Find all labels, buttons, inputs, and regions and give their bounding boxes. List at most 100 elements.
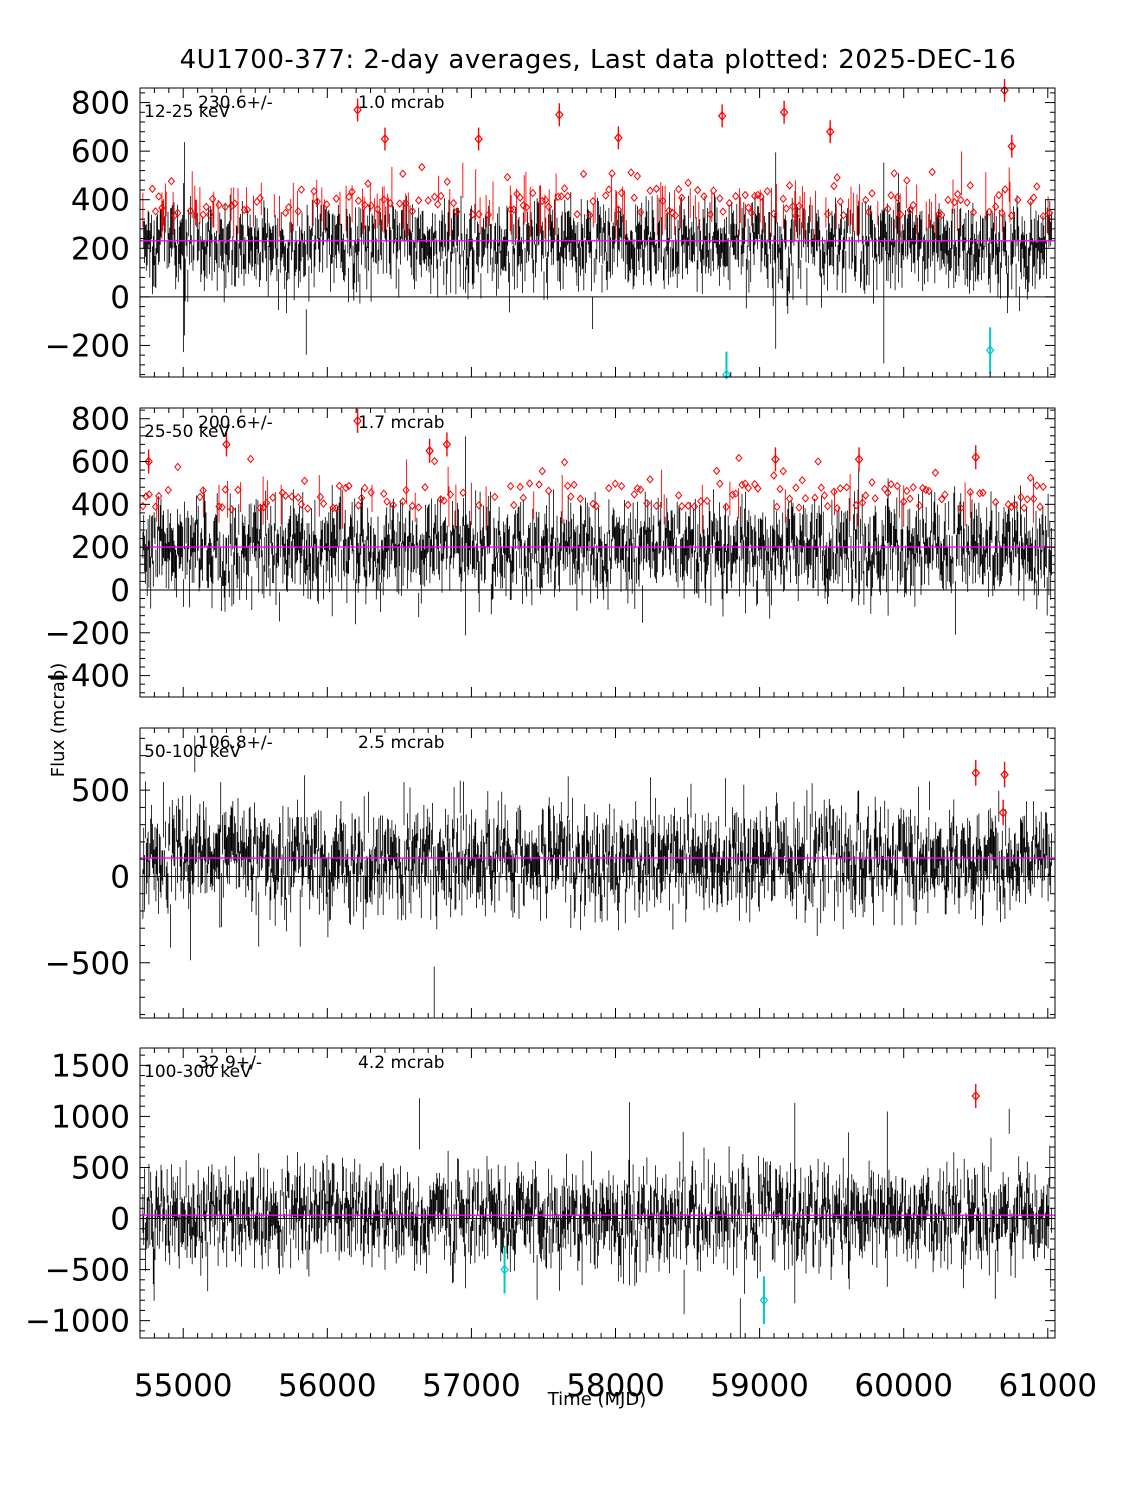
low-point xyxy=(985,345,995,356)
high-point xyxy=(142,492,150,501)
highlight-point xyxy=(353,104,362,115)
high-point xyxy=(938,210,946,220)
high-point xyxy=(1020,503,1028,513)
high-point xyxy=(770,209,778,219)
high-point xyxy=(174,462,182,472)
highlight-point xyxy=(771,454,780,465)
high-point xyxy=(367,488,375,497)
panel-frame xyxy=(139,407,1056,698)
high-point xyxy=(418,162,426,172)
high-point xyxy=(589,197,597,206)
high-point xyxy=(732,489,740,498)
high-point xyxy=(345,481,353,491)
data-points-4 xyxy=(142,1098,1052,1338)
high-point xyxy=(963,198,971,207)
high-point xyxy=(281,491,290,501)
high-point xyxy=(196,492,204,502)
high-point xyxy=(415,196,423,205)
high-point xyxy=(646,475,654,484)
high-point xyxy=(754,484,762,493)
high-point xyxy=(792,483,800,492)
high-point xyxy=(896,210,905,219)
high-point xyxy=(475,209,483,219)
highlight-point xyxy=(442,439,452,450)
high-point xyxy=(881,484,889,494)
high-point xyxy=(278,488,287,498)
high-point xyxy=(757,192,765,201)
high-point xyxy=(335,481,344,491)
high-point xyxy=(836,197,844,206)
high-point xyxy=(383,497,391,506)
highlight-point xyxy=(1000,85,1009,96)
high-point xyxy=(437,495,445,504)
x-tick-label: 55000 xyxy=(134,1368,233,1404)
high-point xyxy=(586,211,594,220)
high-point xyxy=(915,501,924,510)
y-tick-label: 0 xyxy=(110,573,130,609)
high-point xyxy=(792,211,800,221)
high-point xyxy=(231,199,239,208)
high-point xyxy=(995,190,1003,200)
mean-label: 106.8+/- xyxy=(198,733,273,753)
high-point xyxy=(589,499,597,509)
high-point xyxy=(684,501,692,511)
high-point xyxy=(858,498,867,508)
high-point xyxy=(671,211,680,220)
data-points-3 xyxy=(142,735,1052,1018)
low-point xyxy=(722,369,731,380)
high-point xyxy=(678,193,686,203)
high-point xyxy=(205,210,214,219)
high-point xyxy=(652,184,661,194)
high-point xyxy=(957,195,965,205)
high-point xyxy=(380,489,388,499)
highlight-point xyxy=(425,445,434,456)
high-point xyxy=(519,201,527,210)
high-point xyxy=(506,481,515,491)
high-point xyxy=(262,498,271,508)
high-point xyxy=(887,479,895,489)
high-point xyxy=(304,504,312,513)
high-point xyxy=(893,193,902,202)
high-point xyxy=(957,503,965,513)
high-point xyxy=(605,483,613,493)
band-label: 25-50 keV xyxy=(144,422,230,442)
data-points-1 xyxy=(143,142,1052,364)
high-point xyxy=(1001,185,1009,194)
high-point xyxy=(389,500,397,510)
high-point xyxy=(541,195,550,205)
high-point xyxy=(665,206,673,215)
high-point xyxy=(313,197,321,206)
high-point xyxy=(906,205,914,215)
high-point xyxy=(199,210,207,219)
high-point xyxy=(310,187,318,196)
high-point xyxy=(544,202,553,212)
high-point xyxy=(630,490,638,499)
high-point xyxy=(234,485,242,495)
high-point xyxy=(884,204,892,214)
high-point xyxy=(227,504,236,514)
high-point xyxy=(909,483,917,492)
high-point xyxy=(823,501,832,511)
high-point xyxy=(538,466,546,476)
highlight-point xyxy=(144,456,153,467)
y-tick-label: −500 xyxy=(45,1253,130,1289)
high-point xyxy=(716,479,724,488)
high-point xyxy=(630,193,638,203)
y-tick-label: 200 xyxy=(71,231,130,267)
high-point xyxy=(887,191,895,200)
error-label: 1.7 mcrab xyxy=(358,413,445,433)
high-point xyxy=(868,189,876,198)
high-point xyxy=(544,486,553,496)
high-point xyxy=(332,503,340,513)
high-point xyxy=(678,502,686,511)
y-tick-label: 1500 xyxy=(51,1048,130,1084)
high-point xyxy=(713,466,721,476)
high-point xyxy=(614,205,623,214)
high-point xyxy=(145,490,153,499)
high-point xyxy=(564,191,572,201)
high-point xyxy=(862,195,870,205)
high-point xyxy=(402,485,410,495)
high-point xyxy=(862,491,870,500)
